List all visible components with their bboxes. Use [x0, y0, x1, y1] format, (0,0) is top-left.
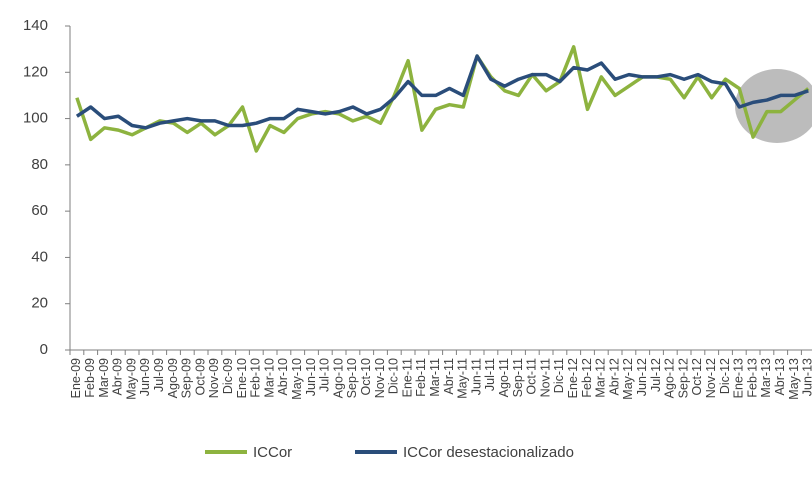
- legend-label: ICCor desestacionalizado: [403, 444, 574, 461]
- x-tick-label: Abr-12: [607, 358, 621, 396]
- y-tick-label: 0: [40, 341, 48, 358]
- x-tick-label: Ene-11: [400, 358, 414, 397]
- x-tick-label: Feb-09: [83, 358, 97, 398]
- x-tick-label: Jul-09: [152, 358, 166, 392]
- x-tick-label: Dic-12: [718, 358, 732, 394]
- x-tick-label: Feb-13: [745, 358, 759, 398]
- x-tick-label: Abr-09: [111, 358, 125, 396]
- x-tick-label: Nov-12: [704, 358, 718, 398]
- y-tick-label: 60: [31, 202, 48, 219]
- x-tick-label: Jun-10: [304, 358, 318, 396]
- x-tick-label: Feb-10: [249, 358, 263, 398]
- x-tick-label: May-09: [124, 358, 138, 400]
- x-tick-label: Sep-12: [676, 358, 690, 398]
- x-tick-label: Jul-11: [483, 358, 497, 391]
- y-tick-label: 40: [31, 248, 48, 265]
- x-tick-label: Ago-12: [663, 358, 677, 398]
- x-tick-label: Mar-10: [262, 358, 276, 398]
- x-tick-label: May-10: [290, 358, 304, 400]
- line-series: [75, 54, 809, 130]
- x-tick-label: Feb-11: [414, 358, 428, 397]
- y-tick-label: 80: [31, 156, 48, 173]
- x-tick-label: Feb-12: [580, 358, 594, 398]
- x-tick-label: Jul-12: [649, 358, 663, 392]
- x-tick-label: Oct-09: [193, 358, 207, 396]
- x-tick-label: Sep-09: [180, 358, 194, 398]
- x-tick-label: May-11: [456, 358, 470, 399]
- x-tick-label: May-12: [621, 358, 635, 400]
- x-tick-label: Ago-09: [166, 358, 180, 398]
- x-tick-label: Ene-12: [566, 358, 580, 398]
- x-tick-label: Mar-11: [428, 358, 442, 397]
- x-tick-label: Jun-12: [635, 358, 649, 396]
- x-tick-label: Sep-11: [511, 358, 525, 397]
- x-tick-label: Jun-09: [138, 358, 152, 396]
- x-tick-label: Abr-11: [442, 358, 456, 395]
- y-tick-label: 100: [23, 110, 48, 127]
- x-tick-label: Nov-11: [538, 358, 552, 397]
- x-tick-label: Oct-11: [525, 358, 539, 395]
- x-tick-label: Sep-10: [345, 358, 359, 398]
- x-tick-label: Ene-10: [235, 358, 249, 398]
- legend-label: ICCor: [253, 444, 292, 461]
- y-tick-label: 120: [23, 63, 48, 80]
- x-tick-label: Oct-12: [690, 358, 704, 396]
- x-tick-label: May-13: [787, 358, 801, 400]
- x-tick-label: Mar-12: [594, 358, 608, 398]
- x-tick-label: Dic-11: [552, 358, 566, 393]
- x-tick-label: Ene-13: [732, 358, 746, 398]
- line-series: [75, 45, 810, 153]
- x-tick-label: Nov-09: [207, 358, 221, 398]
- x-tick-label: Ene-09: [69, 358, 83, 398]
- x-tick-label: Jul-10: [318, 358, 332, 392]
- x-tick-label: Oct-10: [359, 358, 373, 396]
- x-tick-label: Abr-10: [276, 358, 290, 396]
- y-tick-label: 20: [31, 295, 48, 312]
- highlight-ellipse: [735, 69, 812, 143]
- x-tick-label: Mar-13: [759, 358, 773, 398]
- x-tick-label: Jun-13: [801, 358, 812, 396]
- x-tick-label: Jun-11: [469, 358, 483, 395]
- x-tick-label: Mar-09: [97, 358, 111, 398]
- y-tick-label: 140: [23, 17, 48, 34]
- x-tick-label: Nov-10: [373, 358, 387, 398]
- x-tick-label: Dic-10: [387, 358, 401, 394]
- x-tick-label: Ago-10: [331, 358, 345, 398]
- x-tick-label: Abr-13: [773, 358, 787, 396]
- x-tick-label: Ago-11: [497, 358, 511, 397]
- x-tick-label: Dic-09: [221, 358, 235, 394]
